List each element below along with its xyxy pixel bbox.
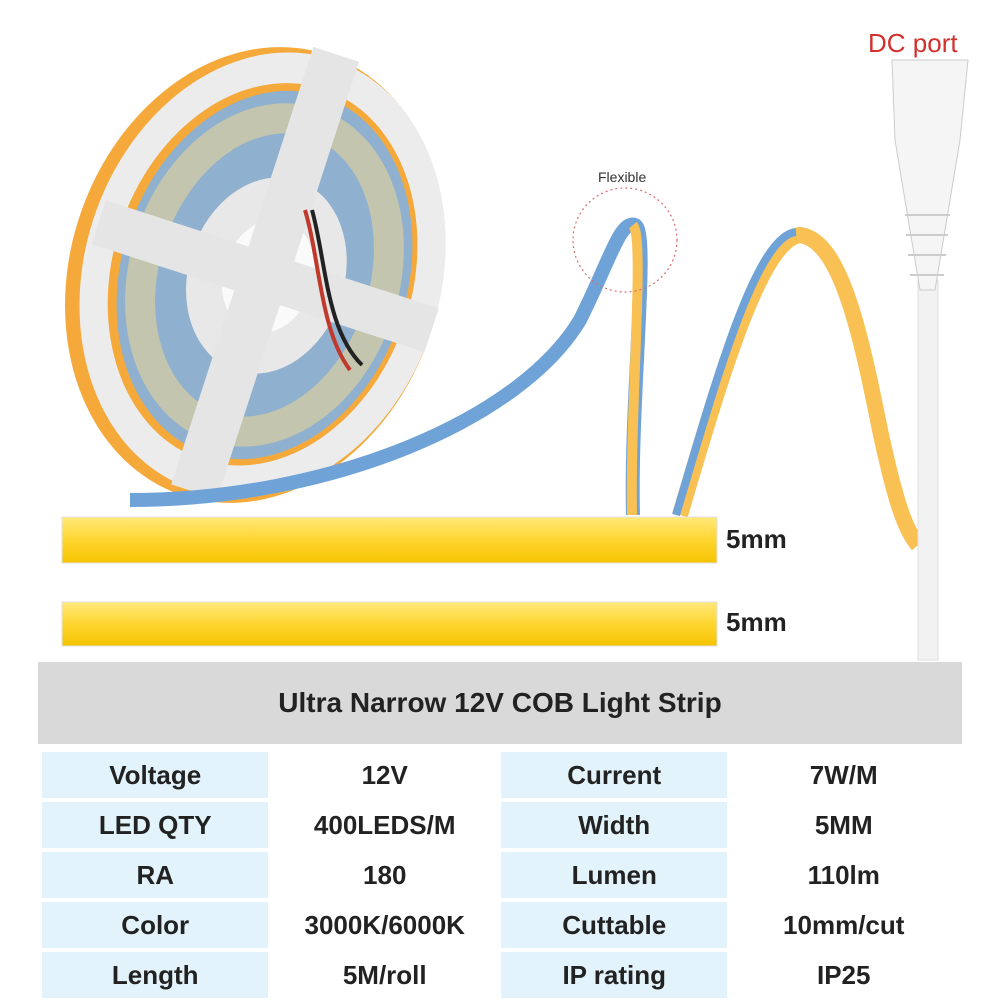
- spec-row: Color 3000K/6000K Cuttable 10mm/cut: [42, 902, 960, 948]
- spec-value: 3000K/6000K: [268, 902, 501, 948]
- width-label: 5mm: [726, 607, 787, 637]
- spec-value: 180: [268, 852, 501, 898]
- spec-row: LED QTY 400LEDS/M Width 5MM: [42, 802, 960, 848]
- spec-value: 400LEDS/M: [268, 802, 501, 848]
- dc-port-label: DC port: [868, 28, 958, 58]
- spec-row: Voltage 12V Current 7W/M: [42, 752, 960, 798]
- spec-key: LED QTY: [42, 802, 269, 848]
- spec-value: 110lm: [727, 852, 960, 898]
- spec-key: RA: [42, 852, 269, 898]
- table-title: Ultra Narrow 12V COB Light Strip: [38, 662, 962, 744]
- spec-key: Width: [500, 802, 728, 848]
- spec-value: 10mm/cut: [727, 902, 960, 948]
- spec-key: Cuttable: [500, 902, 728, 948]
- reel: [65, 46, 446, 503]
- spec-row: RA 180 Lumen 110lm: [42, 852, 960, 898]
- spec-value: 5MM: [727, 802, 960, 848]
- spec-key: Voltage: [42, 752, 269, 798]
- width-label: 5mm: [726, 524, 787, 554]
- flexible-label: Flexible: [598, 169, 647, 185]
- spec-key: IP rating: [500, 952, 728, 998]
- spec-key: Lumen: [500, 852, 728, 898]
- spec-row: Length 5M/roll IP rating IP25: [42, 952, 960, 998]
- spec-key: Color: [42, 902, 269, 948]
- spec-value: 5M/roll: [268, 952, 501, 998]
- spec-key: Length: [42, 952, 269, 998]
- spec-key: Current: [500, 752, 728, 798]
- spec-value: IP25: [727, 952, 960, 998]
- spec-value: 12V: [268, 752, 501, 798]
- spec-value: 7W/M: [727, 752, 960, 798]
- spec-table: Voltage 12V Current 7W/M LED QTY 400LEDS/M Wid…: [42, 748, 960, 1000]
